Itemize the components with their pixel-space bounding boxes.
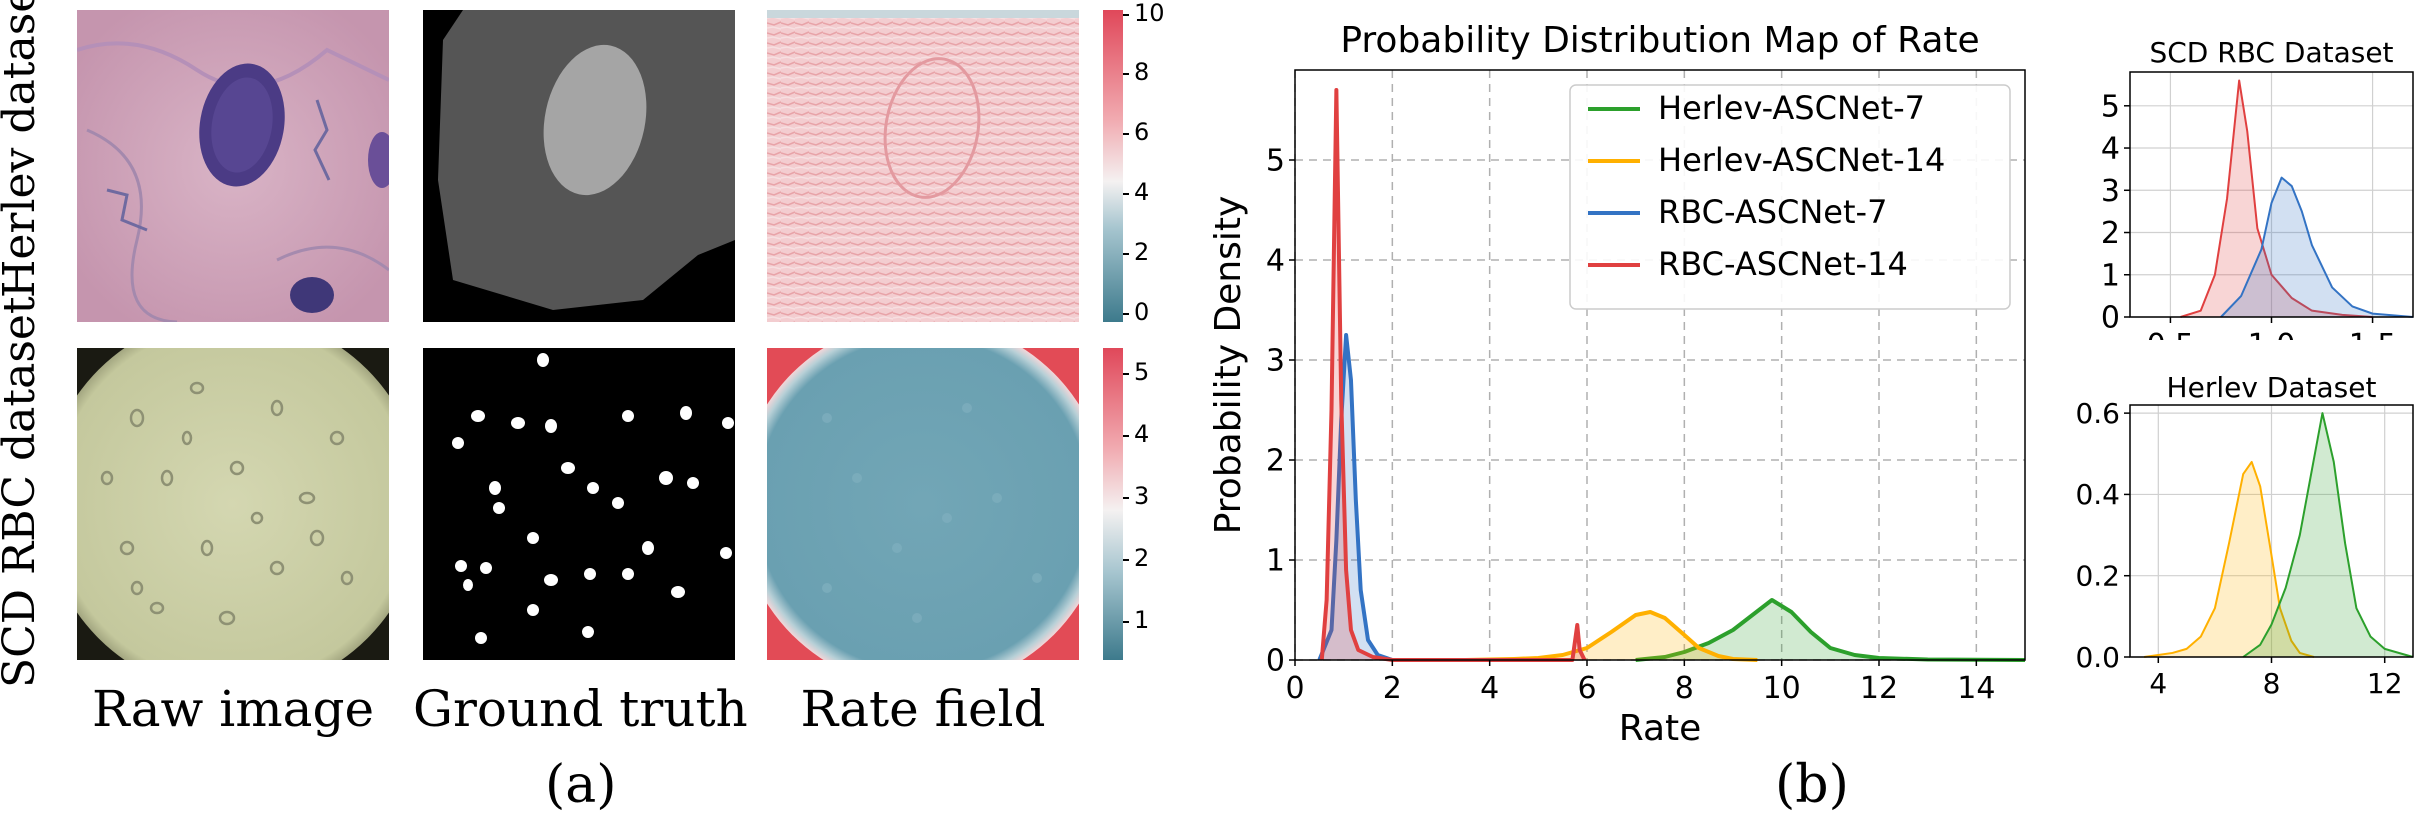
y-tick-label: 0.4: [2075, 478, 2120, 511]
colorbar-top-tick: [1123, 193, 1129, 195]
y-tick-label: 0.2: [2075, 560, 2120, 593]
series-area: [2220, 177, 2413, 317]
herlev-ground-truth: [423, 10, 735, 322]
x-tick-label: 0: [1285, 671, 1304, 706]
legend-label: Herlev-ASCNet-14: [1658, 141, 1945, 179]
legend-box: [1569, 84, 2011, 310]
herlev-rate-field: [767, 10, 1079, 322]
chart-title: Herlev Dataset: [2167, 371, 2377, 404]
legend-label: RBC-ASCNet-14: [1658, 245, 1908, 283]
chart-title: SCD RBC Dataset: [2149, 36, 2393, 69]
colorbar-bottom-tick-label: 3: [1134, 482, 1150, 510]
chart-title: Probability Distribution Map of Rate: [1340, 20, 1979, 61]
colorbar-bottom-tick: [1123, 373, 1129, 375]
x-tick-label: 14: [1957, 671, 1995, 706]
colorbar-bottom-tick: [1123, 435, 1129, 437]
colorbar-top-tick: [1123, 14, 1129, 16]
colorbar-top-tick-label: 4: [1134, 178, 1150, 206]
y-tick-label: 3: [2101, 174, 2120, 209]
series-line: [1465, 610, 1758, 662]
colorbar-bottom-tick: [1123, 559, 1129, 561]
series-area: [2144, 461, 2314, 657]
col-label-raw-image: Raw image: [91, 680, 375, 738]
colorbar-bottom: [1103, 348, 1123, 660]
y-axis-label: Probability Density: [1208, 196, 1249, 535]
herlev-inset-chart: Herlev Dataset 4 8 12 0.0 0.2 0.4 0.6: [2075, 371, 2414, 700]
x-tick-label: 12: [1860, 671, 1898, 706]
colorbar-top-tick: [1123, 313, 1129, 315]
series-line: [2220, 176, 2414, 318]
x-tick-label: 8: [2263, 667, 2281, 700]
colorbar-top-tick-label: 8: [1134, 58, 1150, 86]
herlev-raw-image: [77, 10, 389, 322]
legend-label: RBC-ASCNet-7: [1658, 193, 1887, 231]
y-tick-label: 2: [2101, 216, 2120, 251]
series-area: [2243, 413, 2413, 657]
row-label-herlev: Herlev dataset: [0, 0, 45, 298]
series-area: [1635, 600, 2025, 660]
colorbar-bottom-tick-label: 1: [1134, 606, 1150, 634]
y-tick-label: 4: [2101, 132, 2120, 167]
scd-rbc-raw-image: [77, 348, 389, 660]
scd-rbc-ground-truth: [423, 348, 735, 660]
y-tick-label: 0: [1266, 644, 1285, 679]
col-label-rate-field: Rate field: [800, 680, 1046, 738]
x-tick-label: 2: [1383, 671, 1402, 706]
series-line: [1317, 333, 1393, 662]
scd-rbc-rate-field: [767, 348, 1079, 660]
scd-rbc-inset-chart: SCD RBC Dataset 0.5 1.0 1.5 0 1 2 3 4 5: [2101, 36, 2414, 340]
series-area: [1465, 612, 1758, 660]
series-area: [2180, 80, 2373, 317]
y-tick-label: 5: [2101, 89, 2120, 124]
x-tick-label: 10: [1763, 671, 1801, 706]
y-tick-label: 0.6: [2075, 397, 2120, 430]
colorbar-bottom-tick: [1123, 621, 1129, 623]
rate-distribution-chart: Probability Distribution Map of Rate 0 2 4 6…: [1208, 20, 2026, 749]
col-label-ground-truth: Ground truth: [413, 680, 748, 738]
colorbar-bottom-tick-label: 5: [1134, 358, 1150, 386]
x-tick-label: 4: [2149, 667, 2167, 700]
series-line: [1319, 88, 1587, 662]
colorbar-top-tick-label: 6: [1134, 118, 1150, 146]
y-tick-label: 1: [1266, 544, 1285, 579]
colorbar-top-tick: [1123, 133, 1129, 135]
colorbar-bottom-tick: [1123, 497, 1129, 499]
x-axis-label: Rate: [1619, 708, 1702, 749]
colorbar-top-tick-label: 2: [1134, 238, 1150, 266]
y-tick-label: 4: [1266, 244, 1285, 279]
x-tick-label: 12: [2367, 667, 2403, 700]
y-tick-label: 5: [1266, 144, 1285, 179]
panel-b-tag: (b): [1775, 755, 1849, 815]
y-tick-label: 0.0: [2075, 641, 2120, 674]
series-line: [2144, 460, 2315, 658]
colorbar-top-tick-label: 10: [1134, 0, 1165, 27]
y-tick-label: 0: [2101, 301, 2120, 336]
y-tick-label: 3: [1266, 344, 1285, 379]
y-tick-label: 1: [2101, 258, 2120, 293]
x-tick-label: 0.5: [2147, 328, 2195, 340]
colorbar-top-tick: [1123, 73, 1129, 75]
colorbar-top-tick-label: 0: [1134, 298, 1150, 326]
row-label-scd-rbc: SCD RBC dataset: [0, 296, 45, 688]
series-area: [1319, 335, 1393, 660]
axes-frame: [1294, 69, 2026, 661]
x-tick-label: 1.5: [2349, 328, 2397, 340]
series-line: [2180, 79, 2373, 318]
x-tick-label: 1.0: [2248, 328, 2296, 340]
legend-label: Herlev-ASCNet-7: [1658, 89, 1925, 127]
x-tick-label: 4: [1480, 671, 1499, 706]
colorbar-bottom-tick-label: 2: [1134, 544, 1150, 572]
colorbar-bottom-tick-label: 4: [1134, 420, 1150, 448]
panel-a-tag: (a): [545, 755, 617, 815]
x-tick-label: 6: [1577, 671, 1596, 706]
series-line: [1635, 598, 2026, 662]
grid-lines: [2130, 405, 2413, 658]
legend: Herlev-ASCNet-7 Herlev-ASCNet-14 RBC-ASCNe…: [1569, 84, 2011, 310]
x-tick-label: 8: [1675, 671, 1694, 706]
colorbar-top: [1103, 10, 1123, 322]
series-line: [2242, 412, 2414, 658]
y-tick-label: 2: [1266, 444, 1285, 479]
colorbar-top-tick: [1123, 253, 1129, 255]
